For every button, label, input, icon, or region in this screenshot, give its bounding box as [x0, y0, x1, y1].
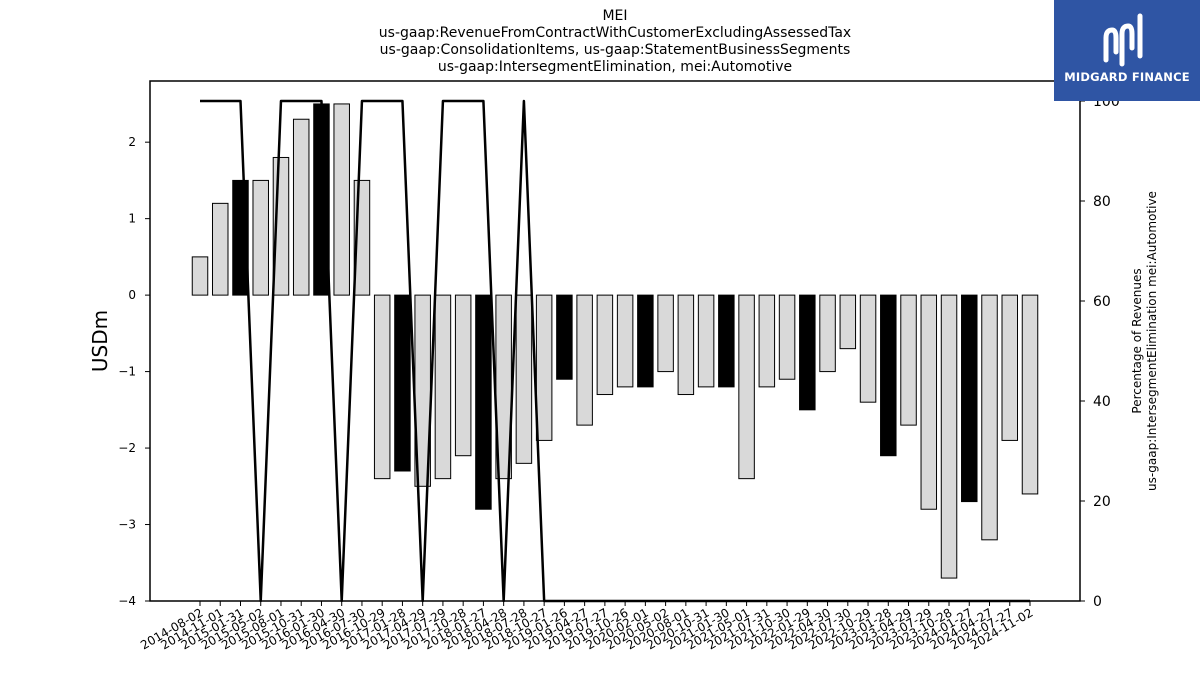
y-axis-left: −4 −3 −2 −1 0 1 2: [118, 135, 150, 608]
chart-title-line: MEI: [602, 8, 627, 24]
bar: [556, 294, 573, 380]
bar: [211, 202, 229, 296]
y-tick-label: 2: [128, 135, 136, 149]
bar: [535, 294, 553, 441]
y-tick-label: −2: [118, 441, 136, 455]
bar: [1001, 294, 1019, 441]
bar: [758, 294, 776, 388]
bar: [454, 294, 472, 457]
y2-axis-label-line: us-gaap:IntersegmentElimination mei:Auto…: [1145, 191, 1159, 491]
bar: [961, 294, 978, 503]
bar: [920, 294, 938, 510]
bar: [819, 294, 836, 373]
bar: [637, 294, 654, 388]
bar: [839, 294, 857, 350]
x-axis: 2014-08-022014-11-012015-01-312015-05-02…: [138, 601, 1036, 652]
bar-series: [191, 103, 1039, 579]
bar: [596, 294, 614, 396]
y2-tick-label: 60: [1093, 294, 1111, 310]
bar: [191, 256, 209, 296]
bar: [333, 103, 350, 296]
bar: [434, 294, 452, 480]
chart-title-line: us-gaap:RevenueFromContractWithCustomerE…: [379, 25, 851, 41]
y2-axis-label-line: Percentage of Revenues: [1130, 268, 1144, 413]
y-tick-label: −3: [118, 518, 136, 532]
bar: [515, 294, 533, 464]
bar: [313, 103, 330, 296]
brand-name: MIDGARD FINANCE: [1064, 70, 1190, 84]
chart-title-line: us-gaap:ConsolidationItems, us-gaap:Stat…: [380, 42, 851, 58]
bar: [657, 294, 674, 373]
chart-title: MEIus-gaap:RevenueFromContractWithCustom…: [379, 8, 851, 75]
bar: [576, 294, 593, 426]
y2-tick-label: 0: [1093, 594, 1102, 610]
y-tick-label: 0: [128, 288, 136, 302]
bar: [859, 294, 877, 403]
bar: [738, 294, 755, 480]
bar: [373, 294, 391, 480]
y2-axis-label: Percentage of Revenues us-gaap:Intersegme…: [1130, 191, 1159, 491]
bar: [900, 294, 917, 426]
y-axis-label: USDm: [88, 310, 112, 372]
bar: [697, 294, 715, 388]
bar: [778, 294, 796, 380]
bar: [616, 294, 634, 388]
chart-title-line: us-gaap:IntersegmentElimination, mei:Aut…: [438, 59, 792, 75]
y-tick-label: 1: [128, 212, 136, 226]
bar: [1021, 294, 1039, 495]
bar: [292, 118, 310, 296]
bar: [981, 294, 998, 541]
y-tick-label: −4: [118, 594, 136, 608]
bar: [880, 294, 897, 457]
brand-logo: MIDGARD FINANCE: [1054, 0, 1200, 101]
bar: [394, 294, 411, 472]
brand-mark-icon: [1103, 13, 1143, 67]
y2-tick-label: 40: [1093, 394, 1111, 410]
y2-tick-label: 20: [1093, 494, 1111, 510]
bar: [799, 294, 816, 411]
bar: [677, 294, 695, 396]
bar: [940, 294, 958, 579]
plot-frame: [149, 80, 1081, 602]
y2-tick-label: 80: [1093, 194, 1111, 210]
bar: [718, 294, 735, 388]
y-tick-label: −1: [118, 365, 136, 379]
bar: [475, 294, 492, 510]
bar: [252, 179, 269, 296]
